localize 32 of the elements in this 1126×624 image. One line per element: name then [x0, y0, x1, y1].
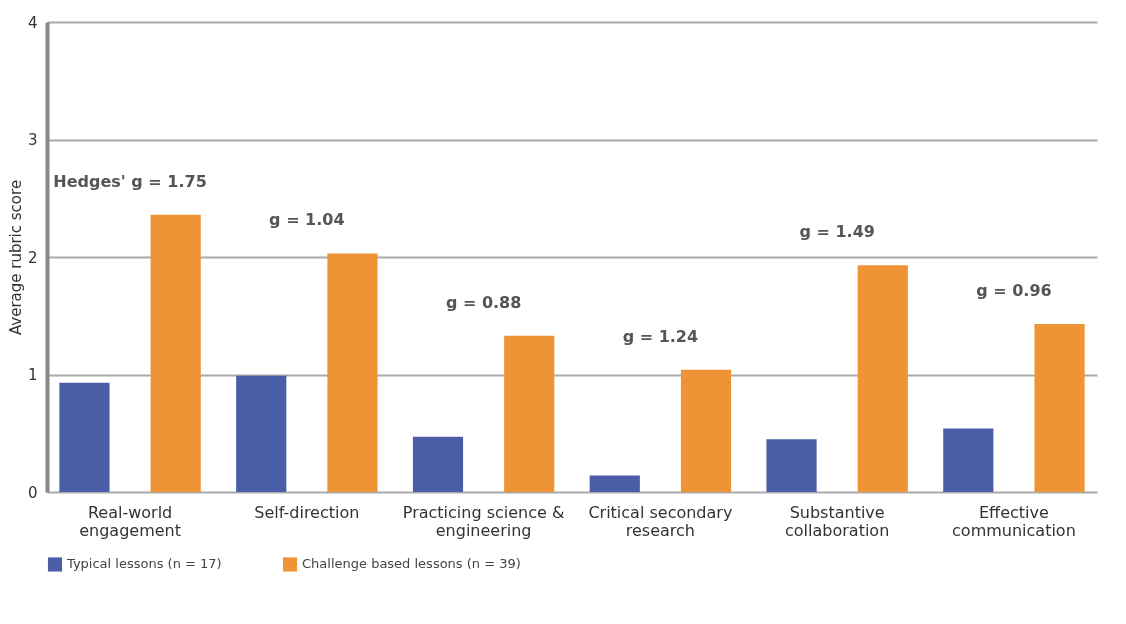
y-tick-label: 1: [27, 366, 38, 384]
x-tick-label: Self-direction: [254, 502, 360, 522]
annotation: g = 1.24: [622, 326, 699, 346]
bar: [412, 436, 464, 492]
y-tick-label: 4: [27, 13, 38, 32]
annotation: g = 0.88: [445, 292, 522, 312]
annotation: g = 0.96: [976, 280, 1052, 300]
bar: [59, 382, 110, 492]
bar: [236, 375, 287, 492]
bar: [943, 428, 994, 492]
y-tick-label: 0: [27, 483, 38, 502]
bar: [766, 439, 817, 492]
legend-label: Typical lessons (n = 17): [66, 556, 222, 572]
x-tick-label: Substantive collaboration: [785, 502, 890, 540]
x-tick-label: Practicing science & engineering: [402, 502, 565, 540]
bar: [1034, 323, 1085, 492]
bar: [150, 214, 201, 492]
annotation: g = 1.04: [269, 210, 345, 230]
bar: [857, 265, 908, 492]
y-axis-title: Average rubric score: [6, 179, 25, 336]
x-tick-label: Effective communication: [952, 502, 1076, 540]
annotation: Hedges' g = 1.75: [53, 171, 207, 191]
annotation: g = 1.49: [799, 222, 875, 242]
bar: [680, 369, 732, 492]
y-tick-label: 3: [27, 131, 38, 149]
x-tick-label: Real-world engagement: [79, 502, 181, 540]
bar: [589, 475, 640, 492]
bar: [504, 335, 555, 492]
bar: [327, 253, 378, 492]
legend-label: Challenge based lessons (n = 39): [302, 556, 521, 572]
y-tick-label: 2: [27, 248, 38, 267]
x-tick-label: Critical secondary research: [588, 502, 733, 540]
